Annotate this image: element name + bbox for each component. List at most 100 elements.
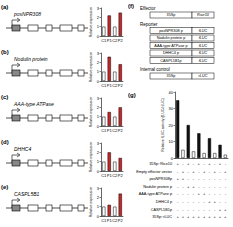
svg-text:P2: P2 — [118, 38, 124, 43]
svg-text:Relative fLUC activity (fLUC/r: Relative fLUC activity (fLUC/rLUC) — [161, 98, 165, 152]
svg-text:-: - — [177, 169, 179, 174]
svg-text:35Sp: 35Sp — [167, 13, 176, 17]
svg-text:-: - — [203, 207, 205, 212]
svg-text:2: 2 — [97, 60, 100, 65]
svg-text:Relative expression: Relative expression — [89, 97, 93, 128]
svg-text:-: - — [203, 184, 205, 189]
svg-text:-: - — [219, 184, 221, 189]
svg-text:fLUC: fLUC — [199, 36, 208, 40]
svg-text:-: - — [214, 207, 216, 212]
svg-text:0: 0 — [97, 124, 100, 129]
svg-text:2: 2 — [97, 15, 100, 20]
svg-text:-: - — [214, 161, 216, 166]
svg-text:-: - — [188, 191, 190, 196]
svg-text:Nodulin protein: Nodulin protein — [14, 56, 48, 62]
svg-text:fLUC: fLUC — [199, 59, 208, 63]
svg-text:+: + — [182, 169, 185, 174]
svg-text:-: - — [177, 207, 179, 212]
svg-text:20: 20 — [169, 123, 174, 128]
svg-text:+: + — [224, 169, 227, 174]
svg-text:(d): (d) — [1, 139, 9, 145]
svg-text:CASPL5B1p: CASPL5B1p — [151, 208, 172, 212]
svg-text:+: + — [182, 214, 185, 219]
svg-text:P2: P2 — [118, 128, 124, 133]
svg-text:-: - — [188, 169, 190, 174]
svg-text:-: - — [203, 161, 205, 166]
svg-text:fLUC: fLUC — [199, 44, 208, 48]
svg-text:-: - — [203, 199, 205, 204]
svg-text:+: + — [219, 214, 222, 219]
svg-text:-: - — [193, 191, 195, 196]
svg-text:Nodulin protein p: Nodulin protein p — [157, 36, 186, 40]
svg-text:DHHC4 p: DHHC4 p — [163, 51, 179, 55]
svg-text:+: + — [192, 169, 195, 174]
svg-text:Empty effector vector: Empty effector vector — [136, 170, 173, 174]
svg-text:-: - — [188, 176, 190, 181]
svg-text:-: - — [193, 161, 195, 166]
svg-text:P2: P2 — [118, 218, 124, 223]
svg-text:fLUC: fLUC — [199, 51, 208, 55]
svg-text:DHHC4 p: DHHC4 p — [156, 200, 172, 204]
svg-text:0: 0 — [97, 169, 100, 174]
svg-text:-: - — [225, 161, 227, 166]
svg-text:+: + — [182, 176, 185, 181]
svg-text:-: - — [177, 191, 179, 196]
svg-text:0: 0 — [171, 156, 174, 161]
svg-text:3: 3 — [97, 186, 100, 191]
svg-text:posNPR308p: posNPR308p — [149, 177, 172, 181]
svg-text:35Sp: 35Sp — [167, 74, 176, 78]
svg-text:Relative expression: Relative expression — [89, 52, 93, 83]
svg-text:+: + — [176, 161, 179, 166]
svg-text:3: 3 — [97, 6, 100, 11]
svg-text:CASPL5B1p: CASPL5B1p — [160, 59, 181, 63]
svg-text:-: - — [182, 191, 184, 196]
svg-text:-: - — [182, 199, 184, 204]
svg-text:Relative expression: Relative expression — [89, 187, 93, 218]
svg-text:+: + — [187, 161, 190, 166]
svg-text:1: 1 — [97, 204, 100, 209]
svg-text:-: - — [177, 184, 179, 189]
svg-text:2: 2 — [97, 105, 100, 110]
svg-text:-: - — [219, 176, 221, 181]
svg-text:-: - — [209, 169, 211, 174]
svg-text:-: - — [225, 176, 227, 181]
svg-text:-: - — [188, 207, 190, 212]
svg-text:Relative expression: Relative expression — [89, 7, 93, 38]
svg-text:Reporter: Reporter — [140, 22, 158, 27]
svg-text:+: + — [187, 214, 190, 219]
svg-text:(g): (g) — [128, 92, 136, 98]
svg-text:0: 0 — [97, 214, 100, 219]
svg-text:-: - — [209, 176, 211, 181]
svg-text:-: - — [214, 176, 216, 181]
svg-text:+: + — [192, 184, 195, 189]
svg-text:-: - — [198, 169, 200, 174]
svg-text:+: + — [224, 207, 227, 212]
svg-text:-: - — [214, 184, 216, 189]
svg-text:+: + — [208, 214, 211, 219]
svg-text:-: - — [193, 207, 195, 212]
svg-text:-: - — [182, 161, 184, 166]
svg-text:1: 1 — [97, 159, 100, 164]
svg-text:AAA-type ATPase p: AAA-type ATPase p — [139, 192, 172, 196]
svg-text:35Sp::rLUC: 35Sp::rLUC — [152, 215, 172, 219]
svg-text:-: - — [198, 176, 200, 181]
svg-text:+: + — [214, 199, 217, 204]
svg-text:Nodulin protein p: Nodulin protein p — [143, 185, 172, 189]
svg-text:Effector: Effector — [140, 6, 156, 11]
svg-text:-: - — [193, 176, 195, 181]
svg-text:-: - — [188, 199, 190, 204]
svg-text:P2: P2 — [118, 83, 124, 88]
svg-text:+: + — [214, 214, 217, 219]
svg-text:AAA-type ATPase p: AAA-type ATPase p — [154, 44, 187, 48]
svg-text:-: - — [214, 191, 216, 196]
svg-text:+: + — [198, 191, 201, 196]
svg-text:-: - — [203, 176, 205, 181]
svg-text:(f): (f) — [128, 3, 134, 9]
svg-text:+: + — [198, 214, 201, 219]
svg-text:P2: P2 — [118, 173, 124, 178]
svg-text:+: + — [208, 199, 211, 204]
svg-text:fLUC: fLUC — [199, 29, 208, 33]
svg-text:(e): (e) — [1, 184, 8, 190]
svg-text:rLUC: rLUC — [199, 74, 208, 78]
svg-text:-: - — [219, 191, 221, 196]
